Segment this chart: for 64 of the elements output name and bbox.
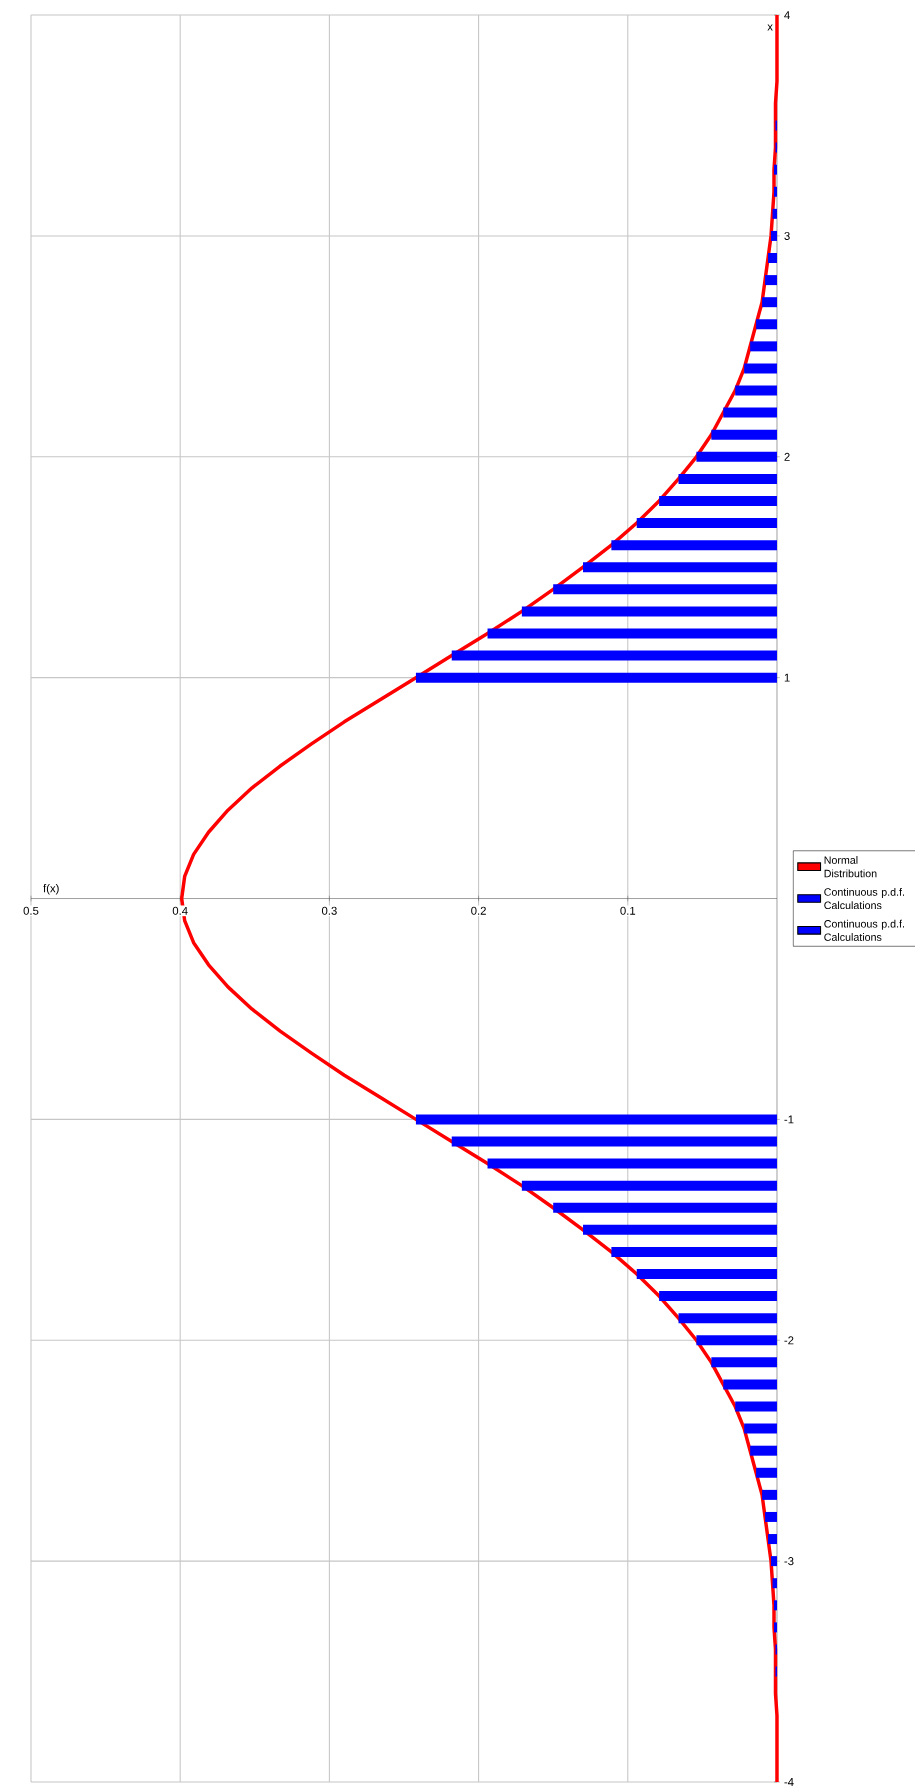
bar bbox=[611, 540, 777, 551]
legend-label: Continuous p.d.f. Calculations bbox=[824, 887, 904, 910]
bar bbox=[774, 1622, 777, 1633]
bar bbox=[553, 584, 777, 595]
bar bbox=[451, 650, 777, 661]
bar bbox=[735, 385, 777, 396]
bar bbox=[744, 363, 777, 374]
bar bbox=[768, 1534, 777, 1545]
bar bbox=[487, 628, 777, 639]
legend-label: Normal Distribution bbox=[824, 856, 877, 878]
legend-label: Continuous p.d.f. Calculations bbox=[824, 919, 904, 941]
bar bbox=[415, 672, 777, 683]
bar bbox=[521, 606, 777, 617]
bar bbox=[451, 1136, 777, 1147]
bar bbox=[750, 1445, 777, 1456]
bar bbox=[771, 1556, 777, 1567]
bar bbox=[553, 1202, 777, 1213]
y-axis-title: x bbox=[767, 24, 773, 31]
bar bbox=[774, 1600, 777, 1611]
bar bbox=[636, 1269, 777, 1279]
bar bbox=[774, 164, 777, 175]
x-tick-label: 0.4 bbox=[172, 906, 188, 915]
x-tick-label: 0.3 bbox=[321, 906, 337, 915]
bar bbox=[723, 407, 777, 418]
bar bbox=[744, 1423, 777, 1434]
bar bbox=[711, 1357, 777, 1368]
bar bbox=[696, 1335, 777, 1346]
x-tick-label: 0.2 bbox=[471, 906, 486, 915]
bar bbox=[711, 429, 777, 440]
bar bbox=[636, 518, 777, 529]
bar bbox=[696, 451, 777, 462]
bar bbox=[611, 1246, 777, 1257]
y-tick-label: -1 bbox=[784, 1115, 794, 1124]
bar bbox=[659, 495, 777, 506]
x-tick-label: 0.1 bbox=[620, 906, 636, 915]
bar bbox=[678, 473, 777, 484]
x-tick-label: 0.5 bbox=[23, 906, 39, 915]
y-tick-label: -4 bbox=[784, 1778, 794, 1786]
bar bbox=[768, 253, 777, 264]
bar bbox=[750, 341, 777, 352]
x-axis-title: f(x) bbox=[43, 883, 59, 895]
bar bbox=[521, 1180, 777, 1191]
bar bbox=[583, 1224, 777, 1235]
bar bbox=[762, 297, 777, 308]
bar bbox=[415, 1114, 777, 1125]
bar bbox=[771, 230, 777, 241]
bar bbox=[756, 319, 777, 330]
bar bbox=[583, 562, 777, 573]
y-tick-label: -3 bbox=[784, 1557, 794, 1566]
bar bbox=[774, 186, 777, 197]
y-tick-label: 3 bbox=[784, 231, 790, 240]
y-tick-label: 1 bbox=[784, 673, 790, 682]
bar bbox=[487, 1158, 777, 1169]
bar bbox=[762, 1489, 777, 1500]
bar bbox=[765, 275, 777, 286]
bar bbox=[723, 1379, 777, 1390]
y-tick-label: 2 bbox=[784, 452, 790, 461]
bar bbox=[659, 1291, 777, 1302]
bar bbox=[735, 1401, 777, 1412]
y-tick-label: -2 bbox=[784, 1336, 794, 1345]
bar bbox=[765, 1511, 777, 1522]
y-tick-label: 4 bbox=[784, 11, 790, 19]
bar bbox=[678, 1313, 777, 1324]
bar bbox=[756, 1467, 777, 1478]
